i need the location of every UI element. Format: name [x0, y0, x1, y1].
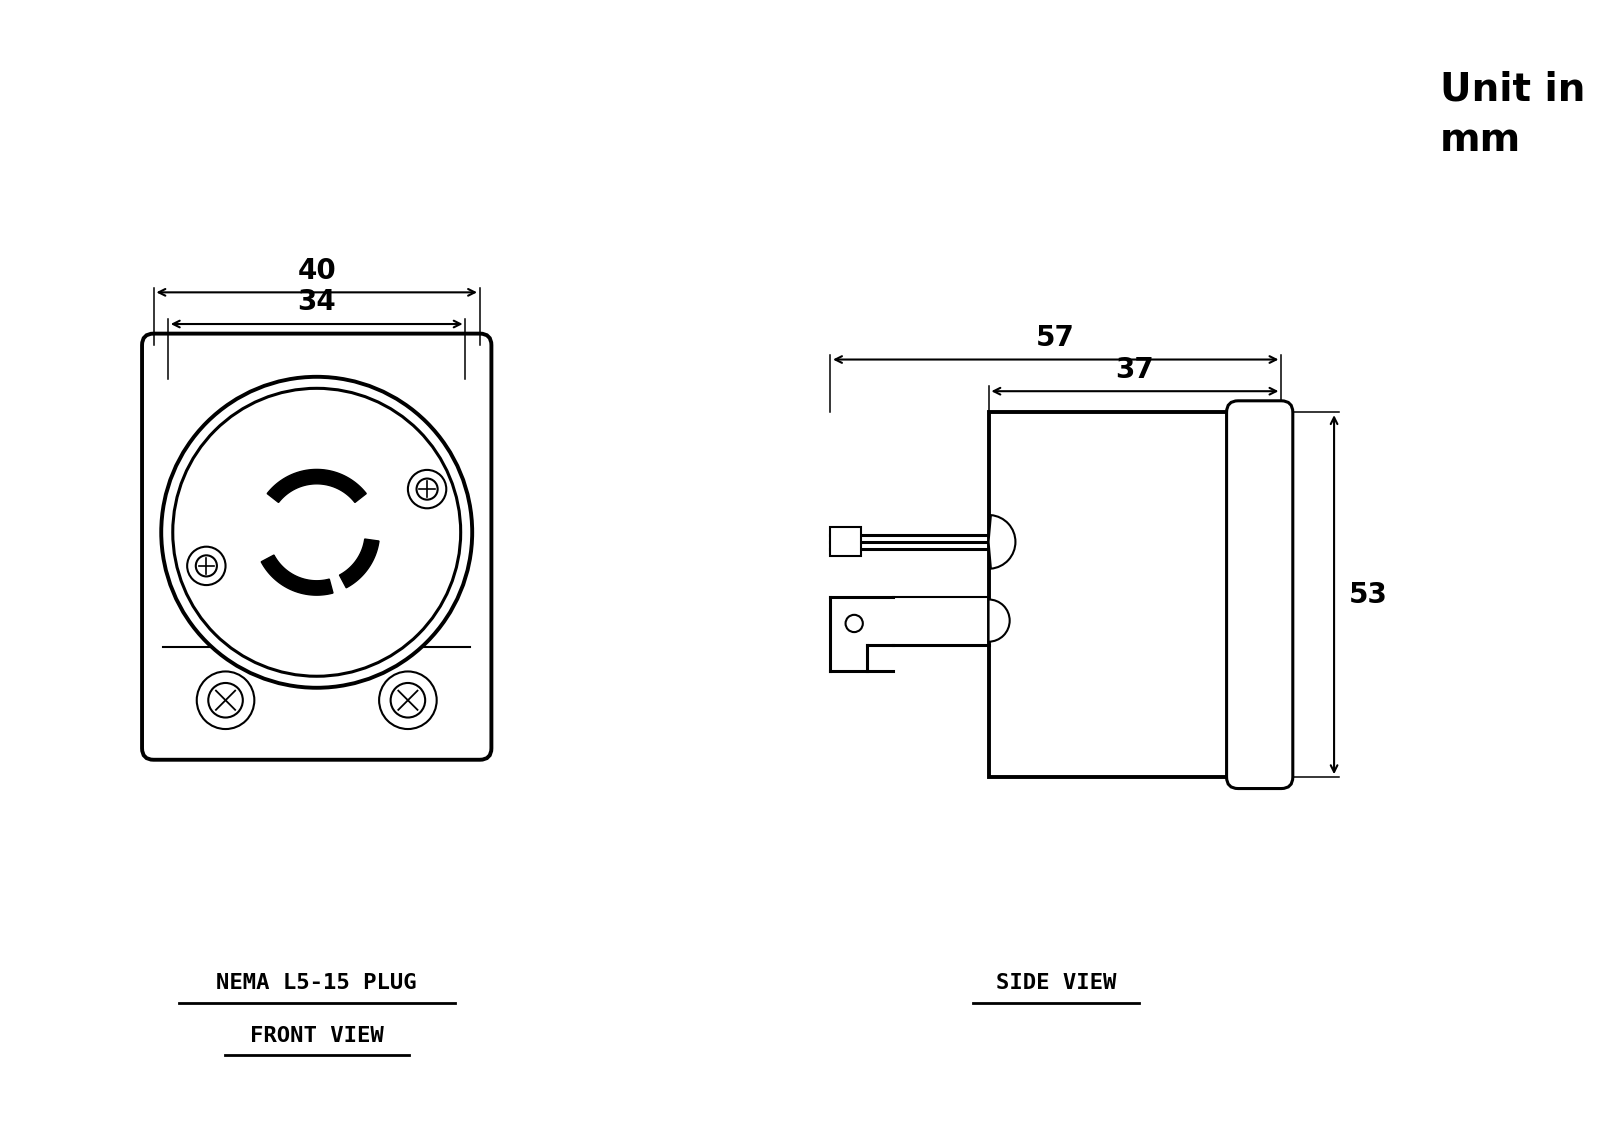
Text: 37: 37 [1115, 356, 1154, 384]
Bar [830, 527, 861, 556]
Wedge shape [989, 515, 1016, 569]
Text: FRONT VIEW: FRONT VIEW [250, 1026, 384, 1046]
Text: 34: 34 [298, 288, 336, 316]
Circle shape [197, 671, 254, 729]
Text: NEMA L5-15 PLUG: NEMA L5-15 PLUG [216, 973, 418, 993]
Circle shape [845, 615, 862, 632]
Bar [989, 412, 1238, 777]
Circle shape [187, 547, 226, 586]
Text: 57: 57 [1037, 324, 1075, 351]
Text: SIDE VIEW: SIDE VIEW [995, 973, 1115, 993]
Wedge shape [989, 599, 1010, 642]
Ellipse shape [162, 377, 472, 688]
Text: 53: 53 [1349, 581, 1387, 609]
Circle shape [195, 555, 218, 577]
Text: Unit in
mm: Unit in mm [1440, 71, 1586, 159]
Polygon shape [339, 539, 379, 588]
Text: 40: 40 [298, 257, 336, 285]
FancyBboxPatch shape [1227, 401, 1293, 788]
Polygon shape [261, 555, 333, 596]
Polygon shape [267, 470, 366, 502]
Circle shape [416, 479, 438, 500]
FancyBboxPatch shape [142, 333, 491, 760]
Circle shape [208, 683, 243, 717]
Circle shape [379, 671, 437, 729]
Circle shape [390, 683, 426, 717]
Ellipse shape [173, 388, 461, 677]
Circle shape [408, 470, 446, 508]
